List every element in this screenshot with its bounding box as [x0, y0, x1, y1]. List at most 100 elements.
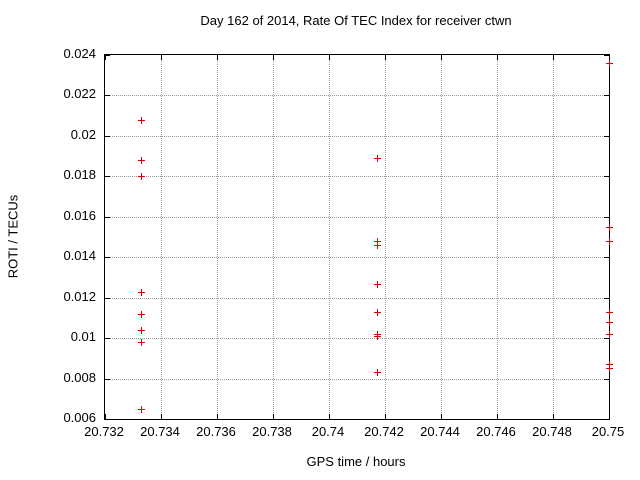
gridline-horizontal	[105, 378, 609, 380]
data-point-marker	[606, 309, 613, 316]
data-point-marker	[606, 224, 613, 231]
x-tick-label: 20.74	[311, 424, 345, 439]
tick-mark	[385, 414, 386, 419]
x-tick-label: 20.732	[84, 424, 124, 439]
y-tick-label: 0.014	[63, 248, 96, 264]
tick-mark	[217, 55, 218, 60]
tick-mark	[604, 338, 609, 340]
tick-mark	[105, 176, 110, 178]
gridline-vertical	[385, 55, 386, 419]
data-point-marker	[138, 311, 145, 318]
x-tick-label: 20.736	[196, 424, 236, 439]
tick-mark	[105, 95, 110, 97]
y-tick-label: 0.022	[63, 86, 96, 102]
tick-mark	[105, 257, 110, 259]
x-tick-label: 20.744	[420, 424, 460, 439]
tick-mark	[604, 135, 609, 137]
tick-mark	[553, 414, 554, 419]
gridline-horizontal	[105, 257, 609, 259]
data-point-marker	[138, 173, 145, 180]
gridline-horizontal	[105, 135, 609, 137]
gridline-vertical	[497, 55, 498, 419]
y-tick-label: 0.018	[63, 167, 96, 183]
data-point-marker	[606, 331, 613, 338]
gridline-vertical	[161, 55, 162, 419]
gridline-vertical	[553, 55, 554, 419]
gridline-vertical	[441, 55, 442, 419]
tick-mark	[604, 419, 609, 420]
y-tick-label: 0.02	[70, 126, 96, 142]
tick-mark	[105, 55, 106, 60]
tick-mark	[604, 55, 609, 56]
gridline-horizontal	[105, 216, 609, 218]
tick-mark	[105, 378, 110, 380]
tick-mark	[273, 414, 274, 419]
data-point-marker	[606, 365, 613, 372]
data-point-marker	[138, 327, 145, 334]
data-point-marker	[138, 117, 145, 124]
gridline-horizontal	[105, 176, 609, 178]
tick-mark	[604, 297, 609, 299]
tick-mark	[609, 414, 610, 419]
tick-mark	[553, 55, 554, 60]
data-point-marker	[606, 238, 613, 245]
x-tick-label: 20.748	[532, 424, 572, 439]
y-tick-label: 0.008	[63, 369, 96, 385]
data-point-marker	[374, 242, 381, 249]
x-tick-label: 20.75	[591, 424, 625, 439]
tick-mark	[609, 55, 610, 60]
tick-mark	[329, 55, 330, 60]
y-tick-label: 0.012	[63, 288, 96, 304]
data-point-marker	[138, 339, 145, 346]
data-point-marker	[374, 238, 381, 245]
tick-mark	[105, 216, 110, 218]
data-point-marker	[138, 406, 145, 413]
tick-mark	[604, 216, 609, 218]
data-point-marker	[374, 369, 381, 376]
tick-mark	[604, 95, 609, 97]
tick-mark	[385, 55, 386, 60]
y-tick-label: 0.006	[63, 410, 96, 425]
tick-mark	[217, 414, 218, 419]
y-tick-label: 0.01	[70, 329, 96, 345]
data-point-marker	[374, 333, 381, 340]
plot-area	[104, 54, 613, 420]
tick-mark	[161, 55, 162, 60]
tick-mark	[441, 55, 442, 60]
gridline-vertical	[329, 55, 330, 419]
data-point-marker	[374, 281, 381, 288]
data-point-marker	[138, 289, 145, 296]
tick-mark	[105, 55, 110, 56]
tick-mark	[604, 257, 609, 259]
tick-mark	[497, 55, 498, 60]
gridline-horizontal	[105, 297, 609, 299]
chart-title: Day 162 of 2014, Rate Of TEC Index for r…	[200, 13, 512, 28]
x-axis-title: GPS time / hours	[306, 454, 406, 469]
tick-mark	[105, 419, 110, 420]
y-tick-label: 0.024	[63, 46, 96, 61]
data-point-marker	[606, 319, 613, 326]
y-axis-title-text: ROTI / TECUs	[5, 194, 21, 278]
x-tick-label: 20.734	[140, 424, 180, 439]
y-tick-label: 0.016	[63, 207, 96, 223]
x-tick-label: 20.738	[252, 424, 292, 439]
data-point-marker	[606, 60, 613, 67]
tick-mark	[105, 414, 106, 419]
y-axis-title: ROTI / TECUs	[0, 54, 26, 418]
tick-mark	[441, 414, 442, 419]
data-point-marker	[138, 157, 145, 164]
tick-mark	[604, 378, 609, 380]
tick-mark	[497, 414, 498, 419]
tick-mark	[604, 176, 609, 178]
tick-mark	[105, 297, 110, 299]
tick-mark	[105, 135, 110, 137]
gridline-horizontal	[105, 338, 609, 340]
gridline-vertical	[273, 55, 274, 419]
tick-mark	[273, 55, 274, 60]
tick-mark	[329, 414, 330, 419]
gridline-vertical	[217, 55, 218, 419]
tick-mark	[105, 338, 110, 340]
data-point-marker	[606, 361, 613, 368]
gridline-horizontal	[105, 95, 609, 97]
tick-mark	[161, 414, 162, 419]
